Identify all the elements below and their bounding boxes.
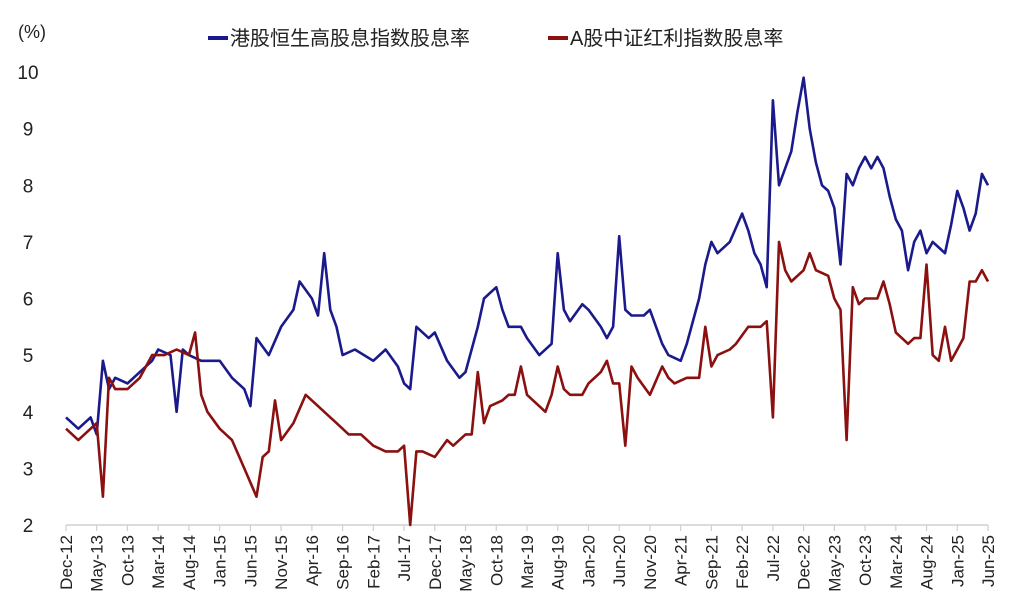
y-tick-label: 3	[23, 459, 34, 480]
x-tick-label: Sep-16	[334, 535, 353, 590]
x-tick-label: Apr-21	[672, 535, 691, 586]
x-tick-label: Nov-20	[641, 535, 660, 590]
y-tick-label: 2	[23, 516, 34, 537]
x-tick-label: Mar-24	[887, 535, 906, 589]
x-tick-label: Jul-22	[764, 535, 783, 581]
x-tick-label: Jan-25	[948, 535, 967, 587]
series-line-hs-high-dividend	[65, 76, 990, 436]
y-tick-label: 5	[23, 346, 34, 367]
y-axis: 2 3 4 5 6 7 8 9 10	[17, 63, 38, 537]
x-tick-label: Jun-25	[979, 535, 998, 587]
x-tick-label: Jan-20	[579, 535, 598, 587]
x-tick-label: Feb-17	[364, 535, 383, 589]
x-tick-label: Oct-18	[487, 535, 506, 586]
x-tick-label: Aug-19	[549, 535, 568, 590]
x-tick-label: Dec-12	[57, 535, 76, 590]
y-tick-label: 7	[23, 233, 34, 254]
x-tick-label: Mar-14	[149, 535, 168, 589]
y-axis-unit-label: (%)	[18, 22, 46, 42]
x-tick-label: May-13	[88, 535, 107, 592]
y-tick-label: 9	[23, 120, 34, 141]
x-tick-label: Aug-14	[180, 535, 199, 590]
x-tick-label: Jun-20	[610, 535, 629, 587]
x-axis: Dec-12 May-13 Oct-13 Mar-14 Aug-14 Jan-15 Jun-…	[57, 525, 998, 592]
y-tick-label: 10	[17, 63, 38, 84]
x-tick-label: Jul-17	[395, 535, 414, 581]
x-tick-label: May-23	[825, 535, 844, 592]
x-tick-label: Sep-21	[702, 535, 721, 590]
x-tick-label: Nov-15	[272, 535, 291, 590]
legend: 港股恒生高股息指数股息率 A股中证红利指数股息率	[208, 27, 783, 50]
series-line-csi-dividend	[65, 240, 990, 527]
x-tick-label: Dec-22	[795, 535, 814, 590]
y-tick-label: 8	[23, 176, 34, 197]
x-tick-label: May-18	[457, 535, 476, 592]
y-tick-label: 6	[23, 290, 34, 311]
plot-area	[65, 76, 990, 527]
x-tick-label: Aug-24	[918, 535, 937, 590]
x-tick-label: Jun-15	[241, 535, 260, 587]
y-tick-label: 4	[23, 403, 34, 424]
x-tick-label: Jan-15	[211, 535, 230, 587]
x-tick-label: Apr-16	[303, 535, 322, 586]
x-tick-label: Dec-17	[426, 535, 445, 590]
x-tick-label: Oct-13	[118, 535, 137, 586]
legend-label-hs-high-dividend: 港股恒生高股息指数股息率	[230, 27, 470, 50]
legend-label-csi-dividend: A股中证红利指数股息率	[570, 27, 783, 50]
x-tick-label: Oct-23	[856, 535, 875, 586]
x-tick-label: Feb-22	[733, 535, 752, 589]
x-tick-label: Mar-19	[518, 535, 537, 589]
